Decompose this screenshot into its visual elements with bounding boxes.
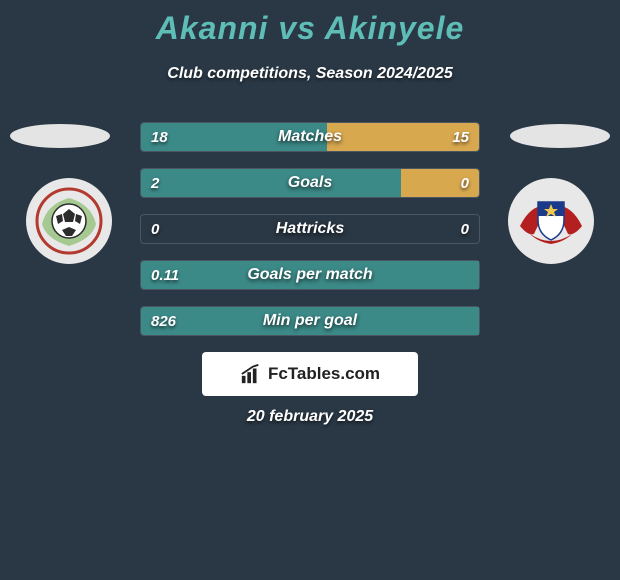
comparison-title: Akanni vs Akinyele: [0, 0, 620, 47]
subtitle: Club competitions, Season 2024/2025: [0, 65, 620, 83]
stat-row: 826Min per goal: [140, 306, 480, 336]
crest-right-icon: [514, 184, 588, 258]
player1-name: Akanni: [156, 10, 269, 46]
watermark: FcTables.com: [202, 352, 418, 396]
crest-left-icon: [32, 184, 106, 258]
chart-icon: [240, 363, 262, 385]
generated-date: 20 february 2025: [0, 408, 620, 426]
player1-club-crest: [26, 178, 112, 264]
stat-row: 00Hattricks: [140, 214, 480, 244]
stat-label: Goals: [141, 174, 479, 192]
stat-row: 20Goals: [140, 168, 480, 198]
watermark-label: FcTables.com: [268, 364, 380, 384]
vs-text: vs: [278, 10, 316, 46]
player2-name-plate: [510, 124, 610, 148]
stat-label: Hattricks: [141, 220, 479, 238]
player2-name: Akinyele: [325, 10, 465, 46]
stat-label: Matches: [141, 128, 479, 146]
stat-label: Goals per match: [141, 266, 479, 284]
stat-label: Min per goal: [141, 312, 479, 330]
player1-name-plate: [10, 124, 110, 148]
player2-club-crest: [508, 178, 594, 264]
stat-row: 0.11Goals per match: [140, 260, 480, 290]
stat-row: 1815Matches: [140, 122, 480, 152]
stats-panel: 1815Matches 20Goals 00Hattricks 0.11Goals p…: [140, 122, 480, 352]
